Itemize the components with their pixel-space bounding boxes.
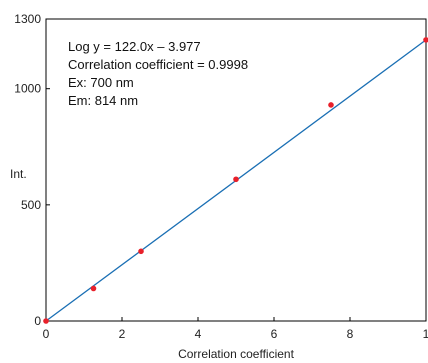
data-points <box>43 37 428 324</box>
x-tick-label: 6 <box>271 327 278 341</box>
data-point <box>233 176 239 183</box>
x-tick-label: 1 <box>423 327 428 341</box>
data-point <box>423 37 428 43</box>
data-point <box>90 285 97 292</box>
data-point <box>138 248 144 255</box>
annotation-line: Correlation coefficient = 0.9998 <box>68 57 248 72</box>
annotation-block: Log y = 122.0x – 3.977 Correlation coeffi… <box>68 39 248 108</box>
y-axis-ticks: 0 500 1000 1300 <box>14 12 50 328</box>
x-tick-label: 0 <box>43 327 50 341</box>
annotation-line: Em: 814 nm <box>68 93 138 108</box>
x-tick-label: 8 <box>347 327 354 341</box>
y-tick-label: 1300 <box>14 12 41 26</box>
plot-frame <box>45 18 427 322</box>
annotation-line: Ex: 700 nm <box>68 75 134 90</box>
x-axis-label: Correlation coefficient <box>178 347 295 361</box>
y-tick-label: 1000 <box>14 82 41 96</box>
data-point <box>43 318 49 324</box>
x-tick-label: 4 <box>195 327 202 341</box>
x-tick-label: 2 <box>119 327 126 341</box>
data-point <box>328 102 334 108</box>
y-axis-label: Int. <box>10 167 27 181</box>
y-tick-label: 0 <box>34 314 41 328</box>
annotation-line: Log y = 122.0x – 3.977 <box>68 39 201 54</box>
y-tick-label: 500 <box>21 198 41 212</box>
